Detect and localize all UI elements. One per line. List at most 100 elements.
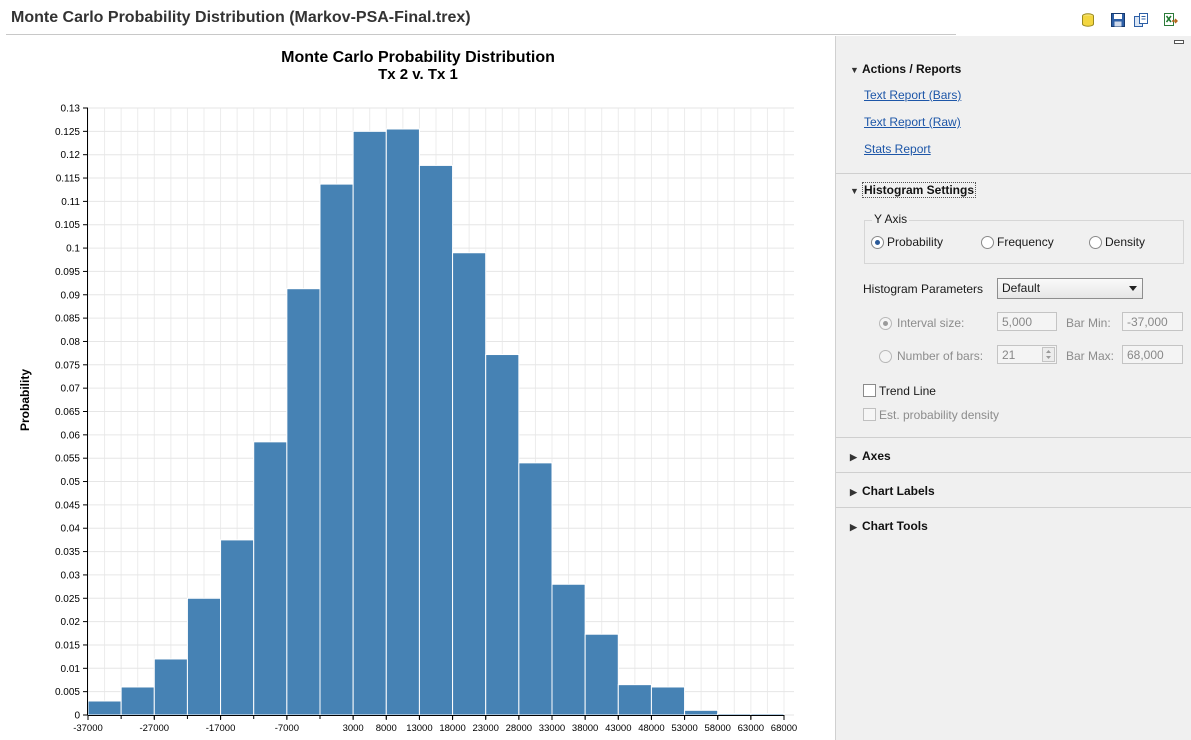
radio-density[interactable]	[1089, 236, 1102, 249]
histogram-bar	[120, 686, 155, 716]
number-of-bars-value: 21	[1002, 348, 1016, 362]
database-icon[interactable]	[1080, 12, 1096, 28]
stats-report-link[interactable]: Stats Report	[864, 142, 931, 156]
radio-frequency-label: Frequency	[997, 235, 1054, 249]
y-tick-label: 0.02	[61, 617, 81, 628]
x-tick-label: -27000	[139, 723, 169, 734]
chart-settings-panel: ▼ Actions / Reports Text Report (Bars) Te…	[835, 36, 1191, 740]
histogram-bar	[485, 354, 520, 716]
radio-number-of-bars[interactable]	[879, 350, 892, 363]
bar-min-label: Bar Min:	[1066, 316, 1111, 330]
y-tick-label: 0.115	[56, 174, 81, 185]
y-axis-label: Probability	[18, 369, 32, 431]
section-actions-label: Actions / Reports	[862, 62, 962, 76]
section-chart-tools-label: Chart Tools	[862, 519, 928, 533]
number-of-bars-label: Number of bars:	[897, 349, 984, 363]
y-tick-label: 0.005	[55, 687, 80, 698]
section-axes-label: Axes	[862, 449, 891, 463]
histogram-bar	[650, 686, 686, 716]
y-tick-label: 0.025	[55, 594, 80, 605]
chart-subtitle: Tx 2 v. Tx 1	[378, 66, 458, 83]
x-tick-label: 23000	[473, 723, 499, 734]
bar-min-input[interactable]: -37,000	[1122, 312, 1183, 331]
bar-max-input[interactable]: 68,000	[1122, 345, 1183, 364]
y-tick-label: 0.05	[61, 477, 81, 488]
histogram-bar	[452, 252, 487, 716]
section-chart-tools[interactable]: ▶ Chart Tools	[850, 519, 928, 533]
est-density-checkbox[interactable]	[863, 408, 876, 421]
x-tick-label: 43000	[605, 723, 631, 734]
section-actions-reports[interactable]: ▼ Actions / Reports	[850, 62, 961, 76]
interval-size-input[interactable]: 5,000	[997, 312, 1057, 331]
x-tick-label: -37000	[73, 723, 103, 734]
x-tick-label: 33000	[539, 723, 565, 734]
view-title: Monte Carlo Probability Distribution (Ma…	[11, 9, 471, 26]
x-tick-label: 28000	[506, 723, 532, 734]
section-divider	[836, 173, 1191, 174]
histogram-bar	[220, 539, 255, 716]
y-tick-label: 0.055	[55, 454, 80, 465]
x-tick-label: 58000	[705, 723, 731, 734]
y-tick-label: 0.095	[55, 267, 80, 278]
y-tick-label: 0.01	[61, 664, 81, 675]
text-report-raw-link[interactable]: Text Report (Raw)	[864, 115, 961, 129]
y-tick-label: 0.12	[61, 150, 81, 161]
bars	[87, 128, 785, 716]
save-icon[interactable]	[1110, 12, 1126, 28]
histogram-bar	[87, 700, 122, 716]
number-of-bars-stepper[interactable]: 21	[997, 345, 1057, 364]
y-tick-label: 0.065	[55, 407, 80, 418]
section-axes[interactable]: ▶ Axes	[850, 449, 891, 463]
x-tick-label: 18000	[439, 723, 465, 734]
y-tick-label: 0.06	[61, 430, 81, 441]
section-divider	[836, 437, 1191, 438]
copy-icon[interactable]	[1133, 12, 1149, 28]
histogram-bar	[319, 183, 354, 716]
x-tick-label: 48000	[638, 723, 664, 734]
y-tick-label: 0.04	[61, 524, 81, 535]
x-tick-label: 53000	[671, 723, 697, 734]
x-tick-label: -7000	[275, 723, 299, 734]
x-tick-label: 63000	[738, 723, 764, 734]
trend-line-checkbox[interactable]	[863, 384, 876, 397]
histogram-bar	[186, 597, 222, 716]
expanded-arrow-icon: ▼	[850, 186, 859, 196]
interval-size-label: Interval size:	[897, 316, 965, 330]
collapsed-arrow-icon: ▶	[850, 452, 857, 462]
collapsed-arrow-icon: ▶	[850, 487, 857, 497]
radio-interval-size[interactable]	[879, 317, 892, 330]
radio-density-label: Density	[1105, 235, 1146, 249]
radio-frequency[interactable]	[981, 236, 994, 249]
histogram-bar	[584, 633, 619, 716]
title-divider	[6, 34, 956, 35]
y-axis-group	[864, 220, 1184, 264]
histogram-parameters-select[interactable]: Default	[997, 278, 1143, 299]
histogram-bar	[385, 128, 420, 716]
y-tick-label: 0.085	[55, 314, 80, 325]
histogram-bar	[153, 658, 188, 716]
section-chart-labels[interactable]: ▶ Chart Labels	[850, 484, 935, 498]
text-report-bars-link[interactable]: Text Report (Bars)	[864, 88, 962, 102]
histogram-parameters-value: Default	[1002, 281, 1041, 295]
y-tick-label: 0.03	[61, 570, 81, 581]
expanded-arrow-icon: ▼	[850, 65, 859, 75]
y-tick-label: 0.035	[55, 547, 80, 558]
y-tick-label: 0.09	[61, 290, 81, 301]
section-histogram-settings[interactable]: ▼ Histogram Settings	[850, 182, 977, 198]
y-tick-label: 0.015	[55, 640, 80, 651]
spinner-arrows-icon[interactable]	[1042, 347, 1055, 362]
section-chart-labels-label: Chart Labels	[862, 484, 935, 498]
minimize-icon[interactable]	[1174, 40, 1184, 46]
view-title-bar: Monte Carlo Probability Distribution (Ma…	[0, 0, 1191, 36]
chart-area: Monte Carlo Probability Distribution Tx …	[0, 36, 835, 740]
histogram-bar	[352, 130, 387, 716]
export-excel-icon[interactable]	[1163, 12, 1179, 28]
radio-probability[interactable]	[871, 236, 884, 249]
histogram-bar	[617, 684, 652, 716]
y-tick-label: 0.1	[66, 244, 80, 255]
radio-probability-label: Probability	[887, 235, 944, 249]
section-divider	[836, 507, 1191, 508]
x-tick-label: 13000	[406, 723, 432, 734]
chart-title: Monte Carlo Probability Distribution	[281, 49, 555, 66]
section-divider	[836, 472, 1191, 473]
